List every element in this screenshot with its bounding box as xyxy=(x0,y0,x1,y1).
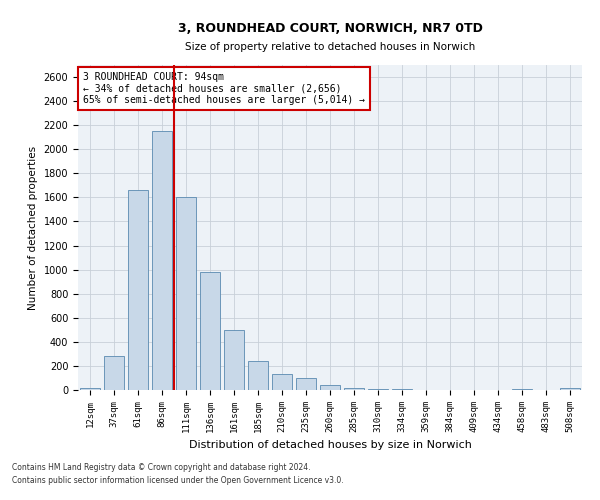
Bar xyxy=(224,330,244,390)
Bar xyxy=(200,272,220,390)
X-axis label: Distribution of detached houses by size in Norwich: Distribution of detached houses by size … xyxy=(188,440,472,450)
Y-axis label: Number of detached properties: Number of detached properties xyxy=(28,146,38,310)
Bar xyxy=(296,378,316,390)
Bar xyxy=(176,198,196,390)
Bar xyxy=(320,385,340,390)
Bar xyxy=(248,361,268,390)
Bar xyxy=(128,190,148,390)
Text: Contains HM Land Registry data © Crown copyright and database right 2024.: Contains HM Land Registry data © Crown c… xyxy=(12,464,311,472)
Text: Contains public sector information licensed under the Open Government Licence v3: Contains public sector information licen… xyxy=(12,476,344,485)
Text: 3, ROUNDHEAD COURT, NORWICH, NR7 0TD: 3, ROUNDHEAD COURT, NORWICH, NR7 0TD xyxy=(178,22,482,36)
Bar xyxy=(368,389,388,390)
Bar xyxy=(344,388,364,390)
Text: 3 ROUNDHEAD COURT: 94sqm
← 34% of detached houses are smaller (2,656)
65% of sem: 3 ROUNDHEAD COURT: 94sqm ← 34% of detach… xyxy=(83,72,365,104)
Bar xyxy=(152,131,172,390)
Bar xyxy=(272,374,292,390)
Bar xyxy=(560,388,580,390)
Bar xyxy=(80,388,100,390)
Text: Size of property relative to detached houses in Norwich: Size of property relative to detached ho… xyxy=(185,42,475,52)
Bar xyxy=(104,356,124,390)
Bar xyxy=(512,388,532,390)
